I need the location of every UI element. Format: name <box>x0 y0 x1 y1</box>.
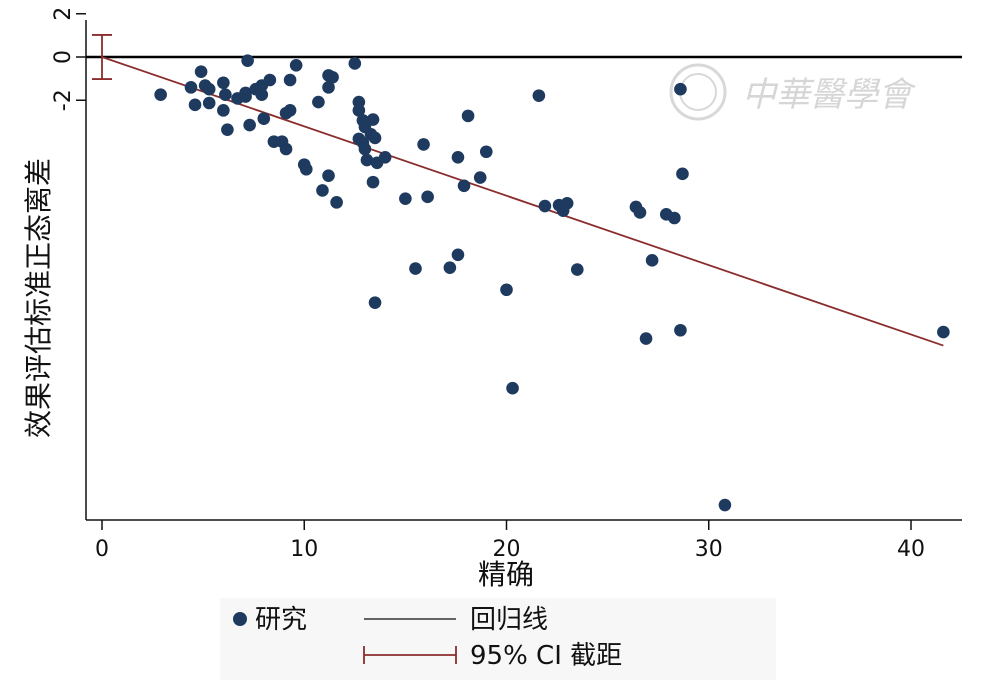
study-point <box>348 57 362 70</box>
study-point <box>451 248 465 262</box>
study-point <box>194 65 208 79</box>
study-point <box>221 123 234 136</box>
study-point <box>257 112 271 125</box>
study-point <box>316 184 329 197</box>
study-point <box>676 167 689 181</box>
watermark-seal-icon <box>669 63 727 121</box>
y-tick-label: 2 <box>51 7 76 21</box>
study-point <box>188 98 202 112</box>
study-point <box>283 73 297 87</box>
y-ticks: -2 0 2 <box>51 7 86 111</box>
study-point <box>202 96 216 110</box>
study-point <box>219 88 232 102</box>
study-points <box>154 54 950 512</box>
study-point <box>633 206 647 219</box>
study-point <box>366 175 380 189</box>
study-point <box>443 261 457 274</box>
study-point <box>322 169 335 182</box>
study-point <box>279 142 293 156</box>
study-point <box>299 162 313 176</box>
regression-line <box>101 56 944 347</box>
study-point <box>718 498 732 512</box>
regression <box>92 34 944 347</box>
study-point <box>326 70 339 84</box>
study-point <box>674 82 687 96</box>
study-point <box>417 138 430 151</box>
study-point <box>202 82 216 96</box>
study-point <box>560 196 574 210</box>
study-point <box>255 88 269 102</box>
x-tick-label: 30 <box>695 537 723 562</box>
legend-points-label: 研究 <box>255 605 307 635</box>
study-point <box>399 192 412 205</box>
study-point <box>352 104 366 117</box>
study-point <box>366 113 380 126</box>
study-point <box>639 332 653 345</box>
legend-ci-label: 95% CI 截距 <box>470 641 622 671</box>
study-point <box>479 145 493 159</box>
x-tick-label: 10 <box>290 537 318 562</box>
x-tick-label: 40 <box>897 537 925 562</box>
y-tick-label: -2 <box>51 89 76 111</box>
study-point <box>243 118 256 132</box>
study-point <box>312 95 325 109</box>
legend: 研究 回归线 95% CI 截距 <box>220 598 776 680</box>
study-point <box>239 86 252 100</box>
study-point <box>937 325 950 339</box>
study-point <box>330 196 343 209</box>
watermark: 中華醫學會 <box>669 63 917 121</box>
study-point <box>538 199 552 213</box>
study-point <box>457 179 471 193</box>
study-point <box>283 104 297 117</box>
study-point <box>570 263 584 276</box>
axes: 0 10 20 30 40 -2 0 2 精确 效果评估标准正态离差 <box>22 7 962 591</box>
study-point <box>289 58 303 72</box>
y-tick-label: 0 <box>51 50 76 64</box>
legend-point-marker <box>233 612 247 626</box>
study-point <box>378 150 392 164</box>
study-point <box>358 142 372 156</box>
study-point <box>674 323 687 337</box>
study-point <box>645 254 659 267</box>
study-point <box>668 211 681 225</box>
study-point <box>263 73 277 87</box>
study-point <box>421 190 434 204</box>
x-axis-title: 精确 <box>478 558 534 591</box>
study-point <box>461 109 475 123</box>
legend-box <box>220 598 776 680</box>
y-axis-title: 效果评估标准正态离差 <box>22 158 55 438</box>
study-point <box>360 153 374 167</box>
study-point <box>473 171 487 184</box>
study-point <box>217 76 230 90</box>
study-point <box>217 104 230 117</box>
study-point <box>506 381 519 395</box>
x-ticks: 0 10 20 30 40 <box>95 520 925 562</box>
study-point <box>409 262 422 275</box>
study-point <box>368 296 382 309</box>
study-point <box>184 81 198 94</box>
study-point <box>500 283 513 297</box>
x-tick-label: 20 <box>493 537 521 562</box>
x-tick-label: 0 <box>95 537 109 562</box>
watermark-text: 中華醫學會 <box>742 75 917 115</box>
study-point <box>368 131 382 145</box>
study-point <box>322 81 335 94</box>
study-point <box>532 89 546 102</box>
legend-line-label: 回归线 <box>470 605 548 635</box>
ci-intercept-bar <box>92 34 112 80</box>
study-point <box>241 54 254 67</box>
study-point <box>154 88 167 102</box>
study-point <box>451 150 465 164</box>
